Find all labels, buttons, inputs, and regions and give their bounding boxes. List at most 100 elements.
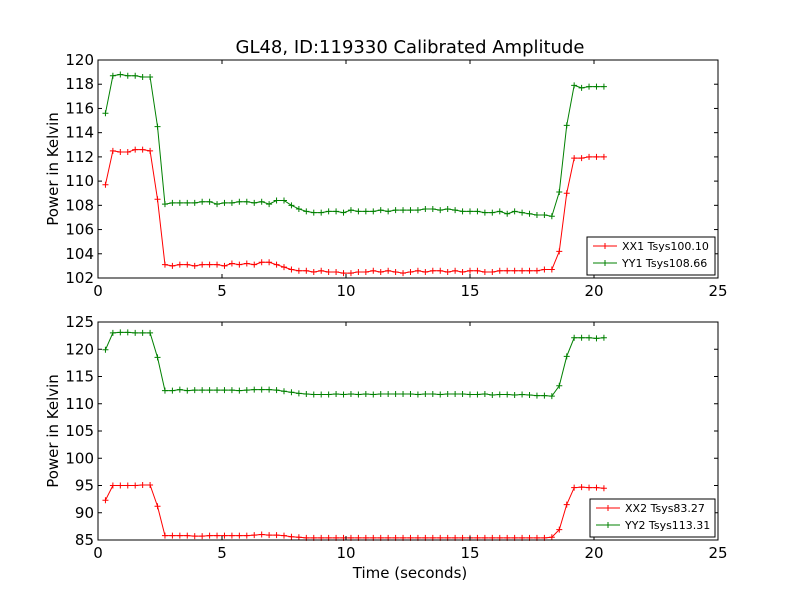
top-point-yy1	[422, 205, 429, 212]
bottom-point-xx2	[600, 485, 607, 492]
top-point-xx1	[571, 155, 578, 162]
top-y-tick-label: 110	[65, 172, 94, 190]
top-point-xx1	[467, 267, 473, 274]
bottom-tick-layer: 0 5 10 15 20 25 85 90 95 100 105 110 115 120 125	[65, 313, 727, 562]
top-point-yy1	[303, 208, 310, 215]
bottom-point-yy2	[199, 387, 206, 394]
top-point-xx1	[221, 262, 228, 269]
bottom-point-yy2	[548, 393, 555, 400]
bottom-point-xx2	[548, 534, 555, 541]
bottom-point-yy2	[571, 334, 578, 341]
top-point-xx1	[496, 267, 503, 274]
top-point-xx1	[600, 153, 607, 160]
top-point-xx1	[511, 267, 518, 274]
bottom-point-xx2	[593, 484, 600, 491]
bottom-point-yy2	[340, 391, 347, 398]
top-point-yy1	[333, 208, 340, 215]
figure-title: GL48, ID:119330 Calibrated Amplitude	[236, 37, 585, 58]
top-point-xx1	[400, 270, 407, 277]
bottom-x-tick-label: 5	[217, 544, 227, 562]
bottom-point-yy2	[161, 387, 168, 394]
top-point-yy1	[266, 201, 273, 208]
top-x-tick-label: 25	[708, 282, 727, 300]
bottom-point-yy2	[266, 386, 273, 393]
top-point-xx1	[236, 261, 243, 268]
top-point-xx1	[407, 268, 414, 275]
top-point-yy1	[147, 73, 154, 80]
top-point-yy1	[400, 207, 407, 214]
top-point-yy1	[459, 208, 466, 215]
bottom-point-yy2	[370, 391, 377, 398]
bottom-point-yy2	[481, 390, 488, 397]
bottom-point-xx2	[206, 532, 213, 539]
bottom-point-yy2	[176, 386, 183, 393]
bottom-point-xx2	[236, 532, 243, 539]
top-point-xx1	[526, 267, 533, 274]
top-point-xx1	[161, 261, 168, 268]
top-point-xx1	[154, 196, 161, 203]
bottom-point-yy2	[147, 329, 154, 336]
top-point-yy1	[385, 208, 392, 215]
top-point-xx1	[206, 261, 213, 268]
bottom-point-xx2	[154, 503, 161, 510]
top-point-xx1	[504, 267, 511, 274]
top-point-yy1	[556, 189, 563, 196]
bottom-point-xx2	[109, 482, 116, 489]
top-point-xx1	[325, 268, 332, 275]
top-point-yy1	[310, 209, 317, 216]
bottom-x-tick-label: 15	[460, 544, 479, 562]
top-point-yy1	[161, 201, 168, 208]
top-point-yy1	[221, 199, 228, 206]
bottom-y-axis-label: Power in Kelvin	[44, 374, 62, 488]
bottom-legend-label-yy2: YY2 Tsys113.31	[624, 519, 710, 532]
top-point-xx1	[563, 190, 570, 197]
top-point-xx1	[199, 261, 206, 268]
top-point-xx1	[459, 268, 466, 275]
top-point-yy1	[295, 205, 302, 212]
bottom-point-yy2	[414, 391, 421, 398]
bottom-point-yy2	[132, 329, 139, 336]
top-y-tick-label: 118	[65, 75, 94, 93]
bottom-point-xx2	[161, 532, 168, 539]
top-legend-label-yy1: YY1 Tsys108.66	[621, 257, 707, 270]
top-point-yy1	[481, 209, 488, 216]
top-point-yy1	[117, 71, 124, 78]
top-point-xx1	[556, 248, 563, 255]
top-point-yy1	[496, 208, 503, 215]
top-point-xx1	[429, 267, 436, 274]
bottom-point-yy2	[541, 392, 548, 399]
bottom-point-xx2	[578, 484, 585, 491]
bottom-point-yy2	[385, 390, 392, 397]
bottom-point-xx2	[251, 532, 258, 539]
bottom-point-yy2	[511, 392, 518, 399]
bottom-point-yy2	[318, 391, 325, 398]
top-point-xx1	[377, 268, 384, 275]
top-point-yy1	[169, 199, 176, 206]
top-point-xx1	[102, 181, 109, 188]
top-point-xx1	[303, 267, 310, 274]
bottom-point-xx2	[243, 532, 250, 539]
top-point-yy1	[109, 72, 116, 79]
bottom-y-tick-label: 85	[75, 531, 94, 549]
top-point-yy1	[228, 199, 235, 206]
top-point-xx1	[541, 266, 548, 273]
bottom-point-xx2	[147, 481, 154, 488]
top-point-yy1	[563, 122, 570, 129]
top-legend-label-xx1: XX1 Tsys100.10	[622, 240, 709, 253]
bottom-point-yy2	[295, 390, 302, 397]
top-point-xx1	[347, 270, 354, 277]
top-point-yy1	[444, 205, 451, 212]
top-point-xx1	[176, 261, 183, 268]
top-point-xx1	[318, 267, 325, 274]
bottom-point-yy2	[496, 391, 503, 398]
top-point-yy1	[124, 72, 131, 79]
bottom-point-yy2	[288, 389, 295, 396]
bottom-point-yy2	[377, 390, 384, 397]
bottom-point-xx2	[199, 533, 206, 540]
top-point-yy1	[489, 209, 496, 216]
bottom-x-tick-label: 20	[584, 544, 603, 562]
top-point-yy1	[281, 197, 287, 204]
top-point-yy1	[362, 208, 369, 215]
top-point-yy1	[273, 197, 280, 204]
top-y-tick-label: 106	[65, 221, 94, 239]
